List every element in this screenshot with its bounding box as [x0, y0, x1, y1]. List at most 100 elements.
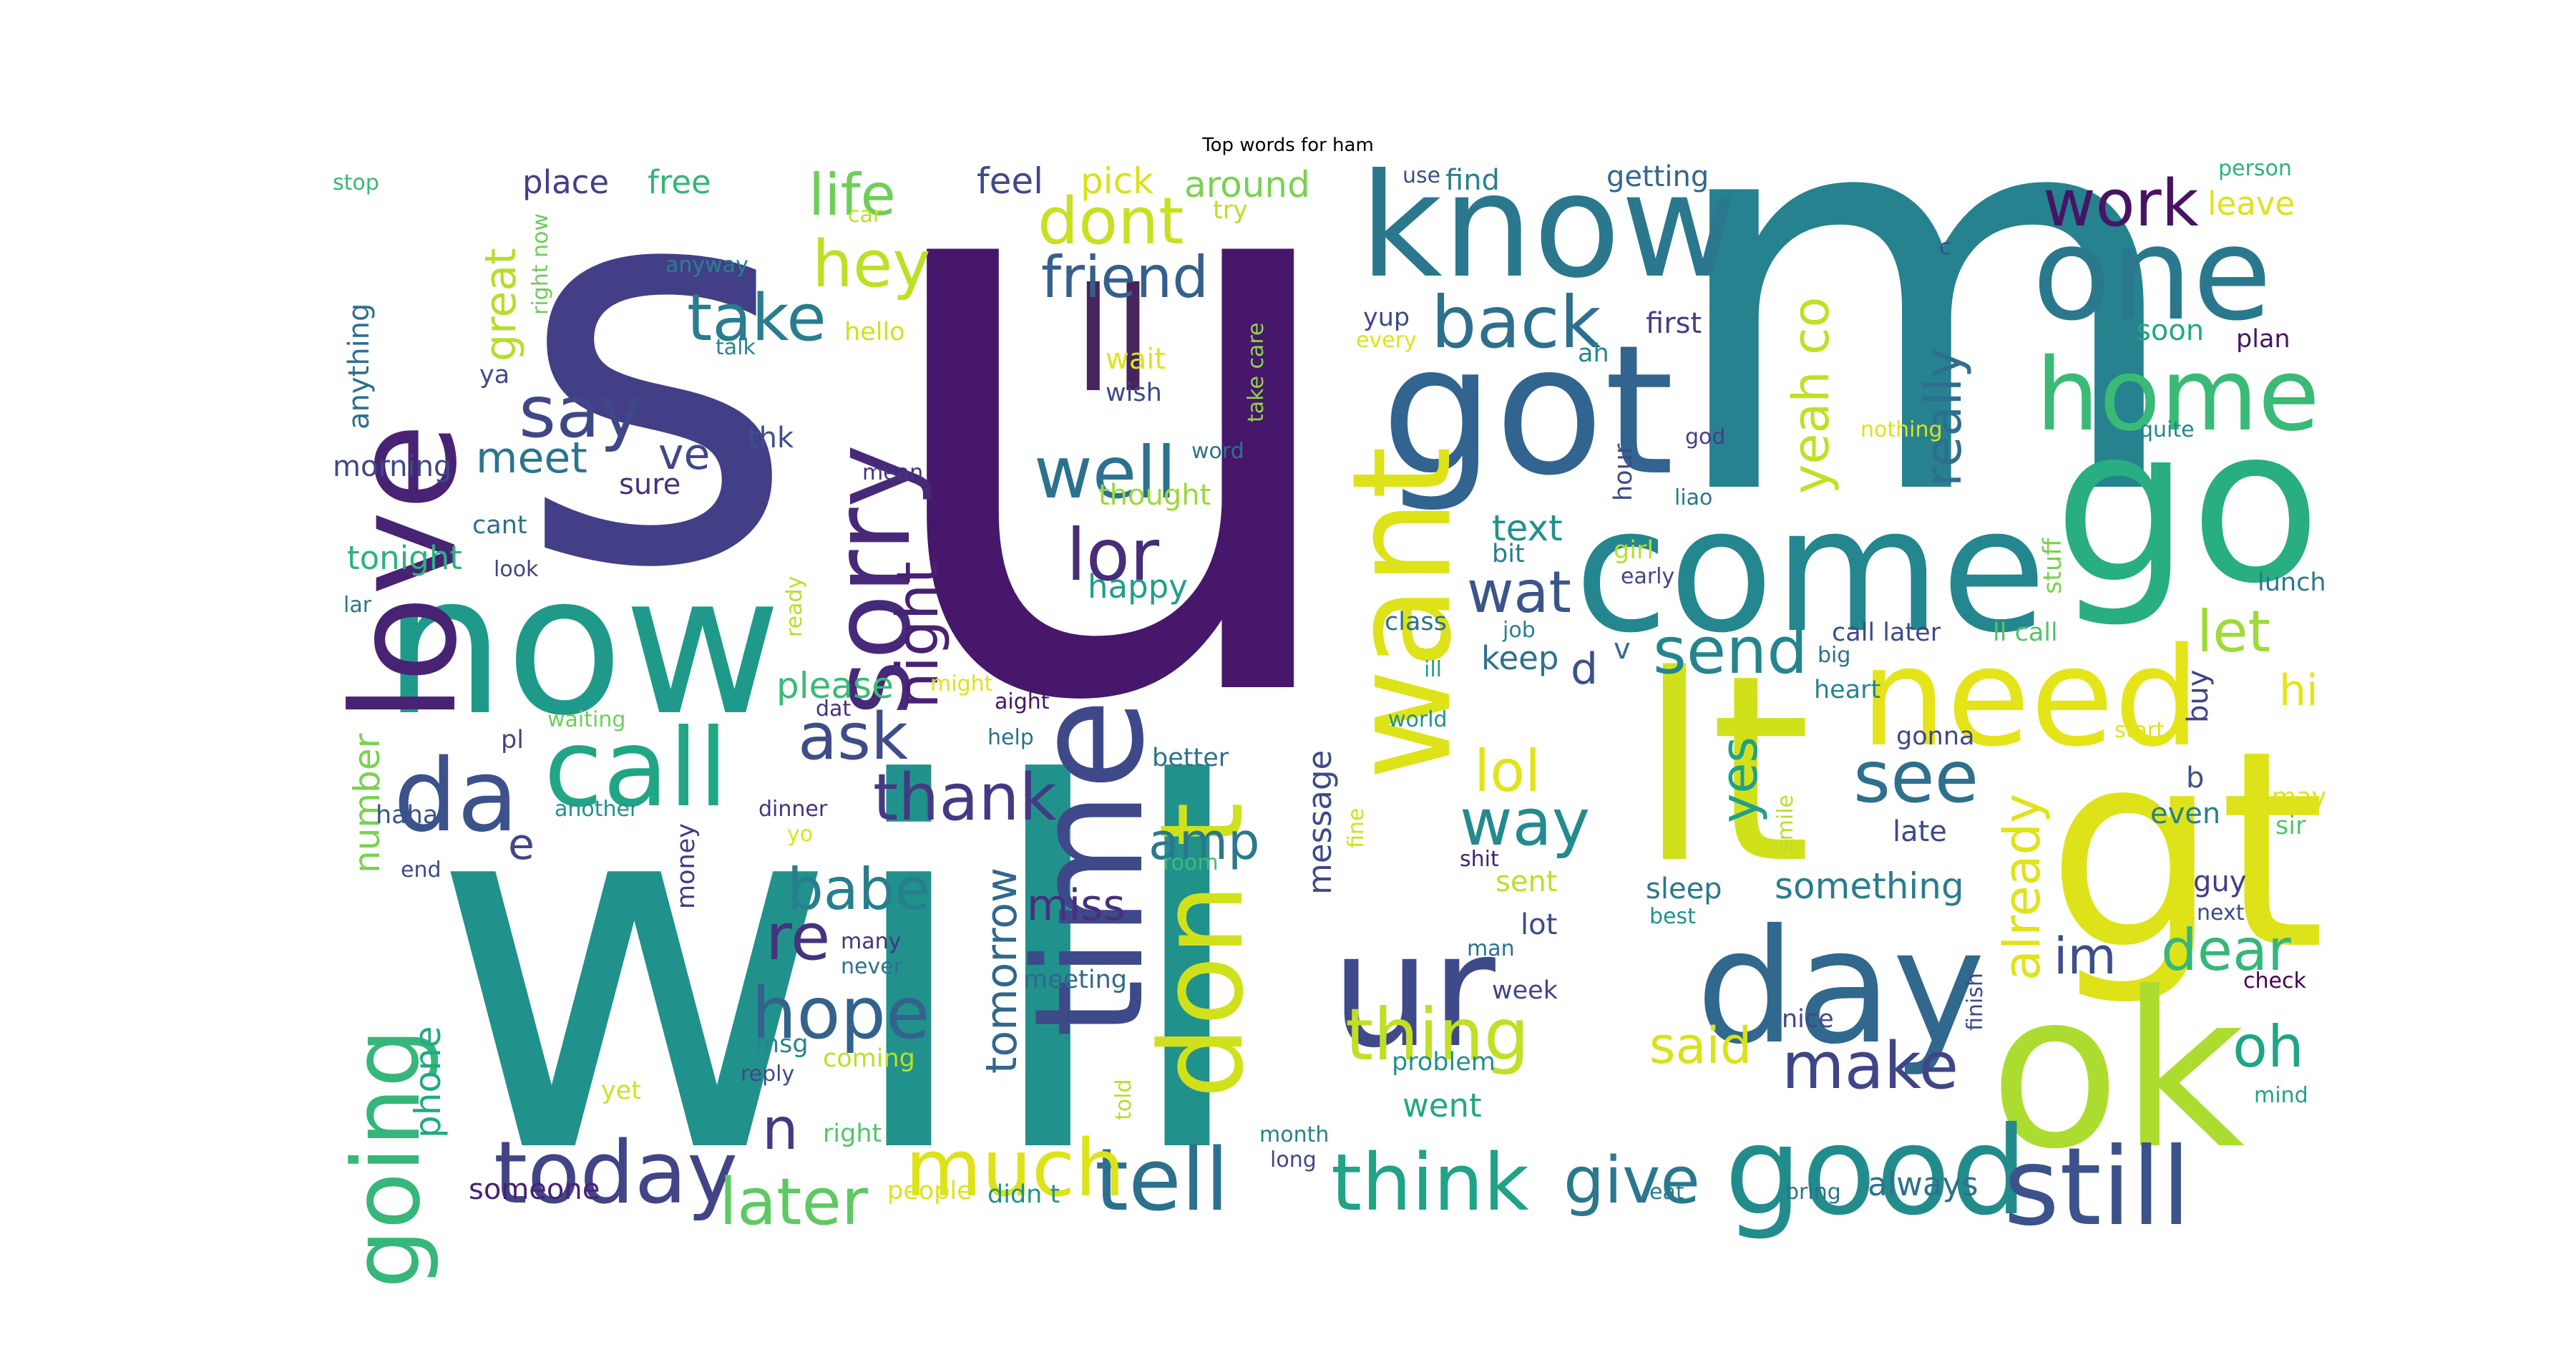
word-e: e — [508, 820, 535, 870]
word-ve: ve — [658, 429, 710, 480]
word-thk: thk — [748, 422, 794, 455]
word-m: m — [1660, 0, 2190, 616]
word-check: check — [2243, 968, 2306, 994]
word-try: try — [1213, 196, 1248, 225]
word-good: good — [1724, 1101, 2028, 1243]
word-sorry: sorry — [810, 445, 935, 716]
word-guy: guy — [2193, 865, 2246, 898]
word-please: please — [776, 665, 894, 706]
word-da: da — [394, 738, 519, 855]
word-d: d — [1571, 644, 1598, 694]
word-will: will — [429, 681, 1257, 1264]
word-pick: pick — [1080, 160, 1153, 202]
word-reply: reply — [741, 1062, 794, 1087]
word-anything: anything — [343, 303, 376, 429]
word-see: see — [1853, 735, 1979, 819]
word-gt: gt — [2046, 692, 2326, 1009]
word-fine: fine — [1344, 808, 1369, 848]
word-let: let — [2197, 598, 2270, 665]
word-haha: haha — [376, 801, 438, 830]
word-amp: amp — [1148, 812, 1260, 871]
word-friend: friend — [1041, 244, 1209, 311]
word-wish: wish — [1106, 379, 1162, 407]
word-bit: bit — [1492, 540, 1525, 568]
word-plan: plan — [2236, 325, 2290, 354]
word-went: went — [1402, 1087, 1482, 1125]
word-another: another — [555, 797, 639, 822]
word-soon: soon — [2136, 314, 2204, 347]
word-help: help — [987, 725, 1034, 750]
word-life: life — [809, 162, 896, 228]
word-person: person — [2218, 156, 2292, 181]
word-aight: aight — [995, 689, 1050, 714]
word-tonight: tonight — [347, 539, 462, 577]
word-people: people — [887, 1177, 972, 1205]
word-yup: yup — [1363, 303, 1410, 332]
word-ill: ill — [1424, 657, 1442, 682]
word-stop: stop — [333, 170, 379, 195]
word-message: message — [1301, 750, 1339, 895]
word-word: word — [1191, 439, 1244, 464]
word-got: got — [1381, 306, 1674, 515]
word-buy: buy — [2182, 670, 2215, 723]
word-lar: lar — [343, 593, 372, 618]
word-right: right — [823, 1119, 882, 1148]
word-tomorrow: tomorrow — [977, 868, 1027, 1074]
word-something: something — [1775, 865, 1964, 907]
word-nothing: nothing — [1860, 417, 1943, 442]
word-ah: ah — [1578, 339, 1609, 368]
word-eat: eat — [1649, 1180, 1684, 1205]
word-say: say — [519, 370, 643, 454]
word-text: text — [1492, 507, 1563, 549]
word-place: place — [522, 163, 609, 201]
word-stuff: stuff — [2039, 538, 2067, 594]
word-shit: shit — [1460, 847, 1499, 872]
word-smile: smile — [1773, 795, 1798, 852]
word-long: long — [1270, 1147, 1317, 1172]
word-come: come — [1574, 470, 2046, 671]
word-hope: hope — [751, 971, 930, 1055]
word-s: s — [515, 54, 799, 687]
word-night: night — [884, 561, 951, 709]
word-go: go — [2054, 381, 2321, 631]
word-lunch: lunch — [2258, 568, 2326, 597]
word-lol: lol — [1474, 738, 1541, 805]
word-car: car — [848, 203, 882, 228]
word-miss: miss — [1027, 880, 1126, 931]
word-going: going — [332, 1029, 441, 1288]
word-quite: quite — [2140, 417, 2195, 442]
word-man: man — [1467, 936, 1515, 961]
word-cant: cant — [472, 511, 527, 540]
word-nice: nice — [1782, 1005, 1834, 1034]
word-use: use — [1402, 163, 1440, 188]
word-thank: thank — [873, 760, 1057, 835]
word-ll: ll — [1073, 258, 1153, 424]
word-ll-call: ll call — [1993, 618, 2058, 647]
word-yeah-co: yeah co — [1782, 297, 1840, 494]
word-yet: yet — [601, 1077, 641, 1105]
word-yo: yo — [787, 822, 813, 847]
word-pl: pl — [501, 726, 524, 754]
word-re: re — [766, 900, 830, 975]
word-find: find — [1445, 164, 1500, 197]
word-happy: happy — [1088, 568, 1188, 606]
word-dinner: dinner — [758, 797, 828, 822]
word-call: call — [544, 706, 728, 831]
word-lor: lor — [1066, 513, 1160, 597]
word-may: may — [2272, 783, 2326, 812]
word-b: b — [2186, 762, 2204, 795]
word-finish: finish — [1963, 973, 1988, 1031]
word-week: week — [1492, 976, 1558, 1005]
word-might: might — [930, 671, 993, 696]
word-thought: thought — [1098, 479, 1211, 512]
word-thing: thing — [1345, 993, 1529, 1077]
word-lt: lt — [1639, 620, 1811, 920]
word-don-t: don t — [1135, 802, 1269, 1099]
word-im: im — [2054, 927, 2117, 986]
word-coming: coming — [823, 1044, 915, 1073]
word-big: big — [1818, 643, 1850, 668]
word-babe: babe — [787, 856, 930, 923]
word-really: really — [1914, 348, 1973, 487]
word-wait: wait — [1106, 343, 1166, 376]
